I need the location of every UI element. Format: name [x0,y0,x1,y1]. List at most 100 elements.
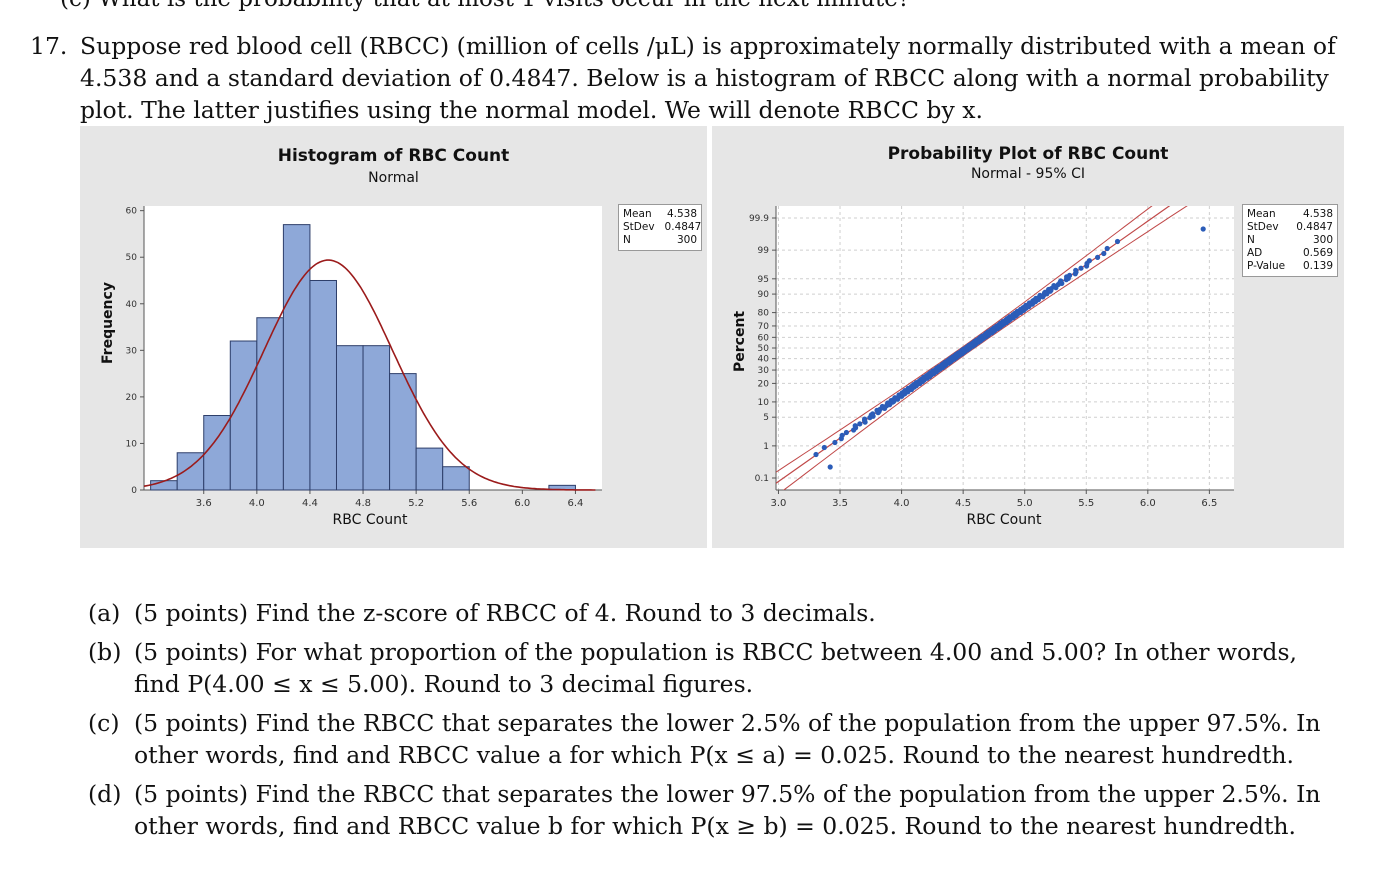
histogram-legend: Mean 4.538 StDev 0.4847 N 300 [618,204,702,251]
histogram-ytick-label: 50 [126,253,138,263]
probplot-ytick-label: 40 [758,355,770,365]
problem-17: 17. Suppose red blood cell (RBCC) (milli… [30,30,1350,126]
probplot-legend-value: 0.569 [1302,247,1333,259]
probplot-legend-label: AD [1247,247,1263,259]
probplot-legend-value: 300 [1312,234,1333,246]
probplot-legend-label: StDev [1247,221,1279,233]
histogram-ytick-label: 40 [126,300,138,310]
histogram-bar [203,415,231,491]
histogram-legend-row: Mean 4.538 [623,208,697,221]
probplot-point [827,464,833,470]
histogram-figure: Histogram of RBC Count Normal Frequency … [80,126,707,548]
question-d: (d) (5 points) Find the RBCC that separat… [88,778,1348,842]
probplot-ytick-label: 20 [758,379,770,389]
probplot-point [1058,278,1064,284]
histogram-xtick-label: 6.0 [514,498,530,509]
probplot-legend-label: N [1247,234,1255,246]
probplot-legend-value: 0.4847 [1296,221,1333,233]
probplot-point [1086,258,1092,264]
probplot-ytick-label: 80 [758,309,770,319]
probplot-ytick-label: 0.1 [755,474,769,484]
probplot-subtitle: Normal - 95% CI [970,166,1086,182]
probplot-ytick-label: 5 [763,413,769,423]
histogram-xtick-label: 3.6 [196,498,212,509]
histogram-bar [389,373,417,491]
probplot-point [832,439,838,446]
probplot-legend: Mean 4.538 StDev 0.4847 N 300 AD 0.569 P-Value 0.… [1242,204,1338,277]
probplot-point [839,432,845,438]
probplot-point [852,423,858,429]
question-d-label: (d) [88,780,122,808]
question-a: (a) (5 points) Find the z-score of RBCC o… [88,597,1348,629]
histogram-plot: 0 10 20 30 40 50 60 3.6 4.0 4.4 4.8 5.2 5.6 6.0 6.4 [126,206,602,509]
histogram-bar [150,480,178,491]
probplot-legend-row: N 300 [1247,234,1333,247]
probplot-legend-row: Mean 4.538 [1247,208,1333,221]
probplot-point [1104,245,1110,252]
histogram-legend-row: N 300 [623,234,697,247]
probplot-legend-label: P-Value [1247,260,1286,272]
histogram-bar [282,224,311,491]
probplot-xtick-label: 4.5 [955,498,971,509]
probplot-ytick-label: 60 [758,333,770,343]
histogram-xtick-label: 5.2 [408,498,424,509]
probplot-ytick-label: 50 [758,344,770,354]
histogram-ytick-label: 10 [126,439,138,449]
histogram-ytick-label: 30 [126,346,138,356]
histogram-legend-value: 4.538 [666,208,697,220]
probplot-ytick-label: 70 [758,322,770,332]
probplot-point [1200,226,1206,232]
probplot-legend-value: 4.538 [1302,208,1333,220]
probplot-legend-row: StDev 0.4847 [1247,221,1333,234]
probplot-point [1095,254,1101,260]
probplot-point [1073,267,1079,273]
probplot-ytick-label: 99.9 [749,214,769,224]
probplot-legend-row: P-Value 0.139 [1247,260,1333,273]
histogram-legend-row: StDev 0.4847 [623,221,701,234]
histogram-normal-curve [143,259,596,491]
histogram-bar [415,447,444,491]
probplot-ytick-label: 95 [758,275,769,285]
histogram-legend-label: Mean [623,208,652,220]
question-b-text: (5 points) For what proportion of the po… [134,638,1298,698]
histogram-ytick-label: 60 [126,207,138,217]
histogram-ytick-label: 20 [126,393,138,403]
probplot-point [862,416,868,422]
histogram-xlabel: RBC Count [332,512,408,528]
probplot-ytick-label: 90 [758,290,770,300]
histogram-legend-label: StDev [623,221,655,233]
probplot-legend-value: 0.139 [1302,260,1333,272]
histogram-title: Histogram of RBC Count [277,146,510,166]
histogram-bar [442,466,470,491]
probplot-xtick-label: 3.0 [771,498,787,509]
problem-text: Suppose red blood cell (RBCC) (million o… [80,32,1336,124]
probplot-point [1114,238,1121,245]
question-a-label: (a) [88,599,121,627]
histogram-legend-value: 300 [676,234,697,246]
probplot-point [813,451,819,458]
probplot-xtick-label: 5.5 [1078,498,1094,509]
problem-number: 17. [30,32,68,60]
question-a-text: (5 points) Find the z-score of RBCC of 4… [134,599,876,627]
question-c: (c) (5 points) Find the RBCC that separat… [88,707,1348,771]
probplot-point [879,403,885,410]
probplot-xtick-label: 6.5 [1201,498,1217,509]
probplot-point [1051,283,1057,289]
histogram-bar [335,345,364,491]
probplot-xtick-label: 5.0 [1017,498,1033,509]
probplot-point [821,444,827,451]
histogram-bar [309,279,337,491]
probplot-xtick-label: 4.0 [894,498,910,509]
question-list: (a) (5 points) Find the z-score of RBCC o… [88,597,1348,849]
probplot-ytick-label: 1 [763,442,769,452]
probplot-title: Probability Plot of RBC Count [887,144,1169,164]
probplot-xtick-label: 3.5 [832,498,848,509]
probplot-ytick-label: 30 [758,366,770,376]
question-b-label: (b) [88,638,122,666]
clipped-previous-line: (c) What is the probability that at most… [60,0,910,12]
histogram-legend-value: 0.4847 [664,221,702,233]
probplot-point [1037,292,1043,298]
probplot-xlabel: RBC Count [966,512,1042,528]
probplot-legend-row: AD 0.569 [1247,247,1333,260]
